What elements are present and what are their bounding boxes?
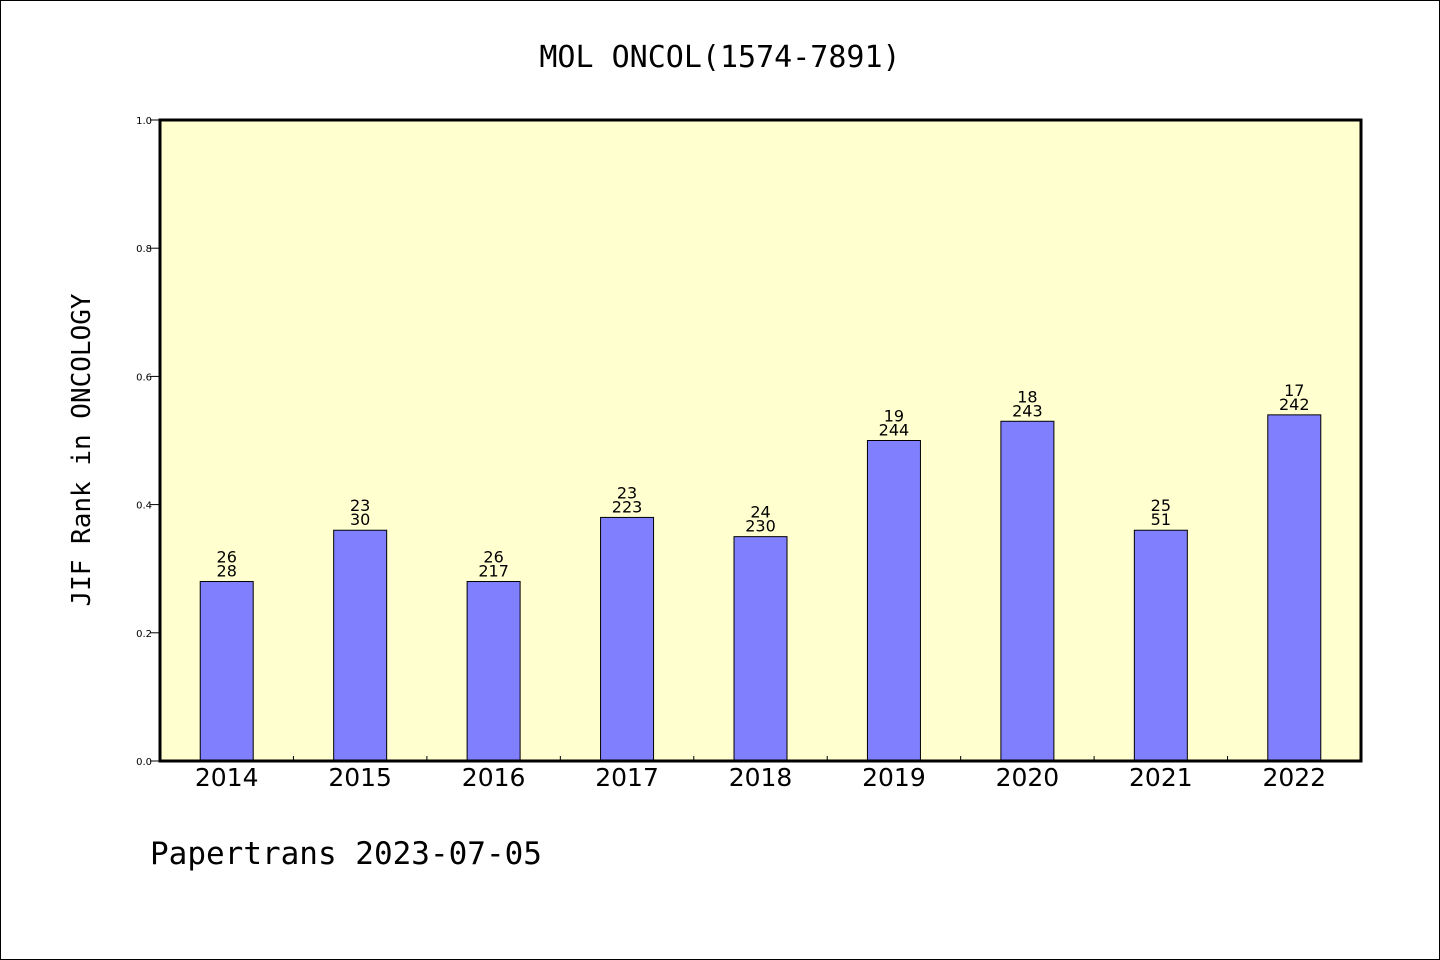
bar-2020 — [1000, 420, 1055, 762]
x-tick-label: 2019 — [862, 763, 926, 792]
bar-2017 — [600, 516, 655, 762]
x-tick-label: 2021 — [1129, 763, 1193, 792]
y-tick-label: 0.8 — [136, 244, 152, 255]
data-label-rank: 26 — [483, 548, 503, 567]
x-tick-label: 2017 — [595, 763, 659, 792]
bar-2022 — [1267, 414, 1322, 762]
data-label-rank: 17 — [1284, 381, 1304, 400]
bar-2018 — [733, 536, 788, 762]
data-label-total: 51 — [1151, 510, 1171, 529]
y-tick-label: 0.2 — [136, 629, 152, 640]
bar-2016 — [466, 581, 521, 762]
x-tick-label: 2020 — [996, 763, 1060, 792]
bar-2019 — [866, 440, 921, 762]
x-tick-label: 2018 — [729, 763, 793, 792]
data-label-total: 223 — [612, 497, 643, 516]
data-label-total: 217 — [478, 562, 509, 581]
data-label-rank: 25 — [1151, 496, 1171, 515]
data-label-total: 30 — [350, 510, 370, 529]
data-label-total: 244 — [879, 421, 910, 440]
data-label-rank: 24 — [750, 503, 770, 522]
data-label-rank: 23 — [350, 496, 370, 515]
data-label-total: 243 — [1012, 401, 1043, 420]
x-axis-ticks: 2014 2015 2016 2017 2018 2019 2020 2021 2022 — [195, 756, 1326, 792]
data-label-rank: 23 — [617, 483, 637, 502]
y-tick-label: 0.4 — [136, 501, 152, 512]
x-tick-label: 2022 — [1262, 763, 1326, 792]
x-tick-label: 2014 — [195, 763, 259, 792]
chart-title: MOL ONCOL(1574-7891) — [539, 40, 900, 75]
data-label-rank: 18 — [1017, 387, 1037, 406]
data-label-total: 230 — [745, 517, 776, 536]
y-tick-label: 0.0 — [136, 757, 152, 768]
data-label-total: 28 — [217, 562, 237, 581]
bars — [199, 414, 1322, 762]
bar-2015 — [333, 529, 388, 762]
data-label-total: 242 — [1279, 395, 1310, 414]
y-tick-label: 1.0 — [136, 116, 152, 127]
data-label-rank: 19 — [884, 407, 904, 426]
y-axis-label: JIF Rank in ONCOLOGY — [67, 293, 97, 606]
footer-text: Papertrans 2023-07-05 — [150, 836, 542, 872]
plot-border — [158, 118, 1363, 763]
y-axis-ticks: 0.0 0.2 0.4 0.6 0.8 1.0 — [136, 116, 160, 768]
x-tick-label: 2016 — [462, 763, 526, 792]
data-label-rank: 26 — [217, 548, 237, 567]
bar-2014 — [199, 581, 254, 762]
x-tick-label: 2015 — [328, 763, 392, 792]
bar-2021 — [1133, 529, 1188, 762]
y-tick-label: 0.6 — [136, 372, 152, 383]
